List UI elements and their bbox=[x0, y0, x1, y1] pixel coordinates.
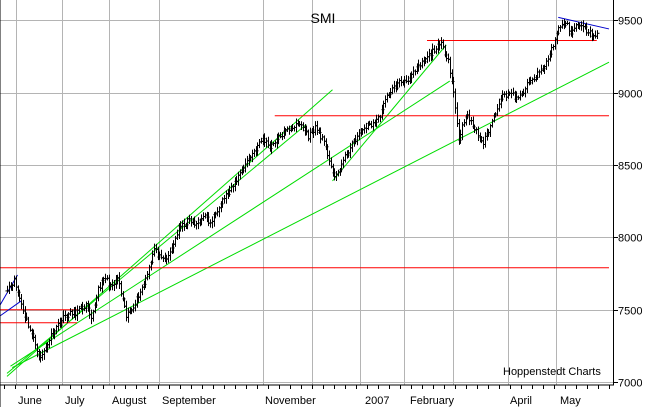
price-bars bbox=[5, 19, 600, 363]
x-tick-label: August bbox=[112, 395, 146, 407]
x-axis-ticks bbox=[4, 385, 610, 389]
triangle-line bbox=[0, 300, 22, 317]
x-tick-label: June bbox=[18, 395, 42, 407]
x-tick-label: July bbox=[65, 395, 85, 407]
x-tick-label: April bbox=[510, 395, 532, 407]
support-line bbox=[332, 44, 447, 182]
watermark: Hoppenstedt Charts bbox=[503, 366, 601, 378]
chart-title: SMI bbox=[311, 10, 336, 26]
x-tick-label: 2007 bbox=[365, 395, 389, 407]
trend-lines bbox=[0, 16, 610, 377]
y-tick-label: 7000 bbox=[618, 378, 642, 390]
support-line bbox=[12, 61, 610, 369]
y-tick-label: 9000 bbox=[618, 89, 642, 101]
x-tick-label: September bbox=[162, 395, 216, 407]
y-axis-labels: 9500 9000 8500 8000 7500 7000 bbox=[618, 16, 642, 390]
x-axis-labels: June July August September November 2007 Febru… bbox=[18, 395, 581, 407]
y-tick-label: 9500 bbox=[618, 16, 642, 28]
x-tick-label: November bbox=[265, 395, 316, 407]
x-tick-label: May bbox=[560, 395, 581, 407]
y-tick-label: 8500 bbox=[618, 161, 642, 173]
y-tick-label: 8000 bbox=[618, 233, 642, 245]
y-tick-label: 7500 bbox=[618, 306, 642, 318]
x-tick-label: February bbox=[410, 395, 455, 407]
